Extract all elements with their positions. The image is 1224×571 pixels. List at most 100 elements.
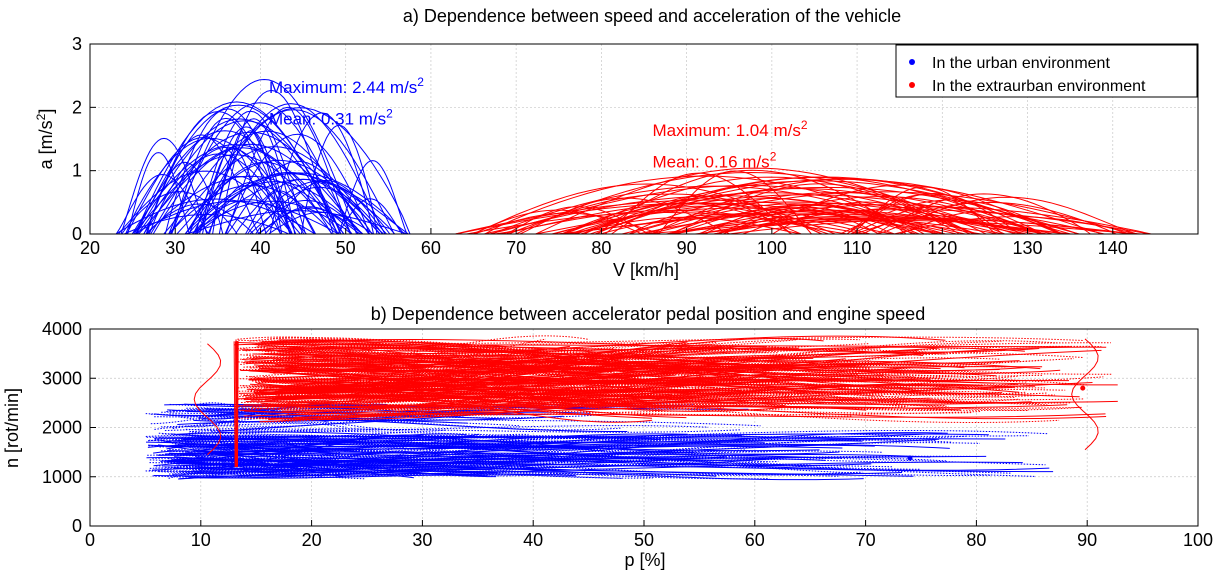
curve: [134, 200, 339, 235]
panel-a-y-label-sup: 2: [34, 113, 48, 120]
x-tick-label: 60: [421, 238, 441, 258]
trace: [249, 335, 590, 365]
trace: [184, 473, 577, 479]
x-tick-label: 100: [757, 238, 787, 258]
curve: [506, 206, 650, 235]
curve: [185, 210, 409, 235]
trace: [148, 429, 1048, 444]
trace: [165, 440, 558, 469]
x-tick-label: 140: [1098, 238, 1128, 258]
trace: [177, 444, 843, 449]
trace: [160, 456, 794, 463]
panel-b: b) Dependence between accelerator pedal …: [2, 304, 1213, 570]
y-tick-label: 3: [72, 34, 82, 54]
curve: [515, 171, 987, 235]
curve: [168, 146, 381, 235]
curve: [138, 143, 363, 235]
curve: [850, 206, 1023, 235]
trace: [166, 407, 283, 413]
trace: [255, 381, 962, 412]
trace: [309, 404, 1068, 409]
panel-a: a) Dependence between speed and accelera…: [34, 6, 1199, 280]
trace: [211, 405, 545, 432]
curve: [202, 126, 291, 235]
curve: [580, 178, 1103, 235]
trace: [254, 344, 924, 356]
curve: [170, 117, 282, 235]
trace: [281, 374, 1043, 387]
trace: [1071, 338, 1099, 451]
trace: [233, 341, 236, 467]
panel-b-y-label: n [rot/min]: [2, 388, 22, 468]
trace: [257, 393, 718, 398]
curve: [225, 133, 370, 235]
panel-a-y-label-main: a [m/s: [36, 120, 56, 169]
trace: [199, 402, 301, 421]
curve: [629, 191, 1130, 235]
max-curve: [535, 167, 975, 235]
trace: [189, 428, 742, 433]
legend-extraurban-marker: [909, 82, 915, 88]
legend-urban-label: In the urban environment: [932, 55, 1110, 72]
curve: [131, 154, 339, 235]
trace: [197, 457, 842, 467]
trace: [161, 433, 888, 453]
curve: [118, 170, 293, 235]
trace: [195, 472, 839, 477]
x-tick-label: 10: [191, 530, 211, 550]
trace: [262, 347, 605, 402]
trace: [150, 413, 761, 427]
trace: [238, 380, 828, 420]
trace: [285, 357, 558, 366]
annotation-label: Maximum: 2.44 m/s2: [269, 75, 424, 97]
trace: [283, 380, 704, 389]
curve: [169, 184, 333, 235]
trace: [238, 389, 826, 401]
curve: [723, 195, 1041, 235]
panel-b-x-label: p [%]: [624, 550, 665, 570]
curve: [115, 173, 209, 235]
trace: [265, 335, 946, 355]
trace: [250, 388, 700, 410]
curve: [192, 109, 395, 235]
curve: [191, 200, 352, 235]
trace: [256, 373, 768, 392]
y-tick-label: 1000: [42, 467, 82, 487]
trace: [240, 392, 1060, 423]
x-tick-label: 70: [506, 238, 526, 258]
annotation-label: Mean: 0.31 m/s2: [269, 106, 393, 128]
trace: [173, 434, 423, 470]
curve: [143, 134, 260, 235]
curve: [337, 198, 403, 235]
panel-a-axes-box: [89, 43, 1199, 235]
curve: [188, 107, 411, 235]
x-tick-label: 100: [1183, 530, 1213, 550]
curve: [199, 148, 267, 235]
trace: [309, 397, 1029, 412]
curve: [194, 171, 384, 235]
trace: [193, 449, 779, 464]
y-tick-label: 4000: [42, 319, 82, 339]
trace: [183, 465, 312, 474]
x-tick-label: 80: [966, 530, 986, 550]
legend-extraurban-label: In the extraurban environment: [932, 78, 1146, 95]
curve: [563, 176, 977, 235]
trace: [236, 341, 239, 467]
trace: [235, 341, 238, 467]
curve: [455, 202, 945, 235]
curve: [226, 160, 370, 235]
curve: [489, 184, 1003, 235]
x-tick-label: 60: [745, 530, 765, 550]
trace: [217, 416, 621, 431]
x-tick-label: 0: [85, 530, 95, 550]
trace: [154, 433, 989, 440]
curve: [207, 182, 293, 235]
trace: [267, 365, 997, 377]
curve: [667, 212, 829, 235]
y-tick-label: 2: [72, 97, 82, 117]
legend-box: [895, 44, 1198, 98]
trace: [263, 364, 901, 369]
y-tick-label: 3000: [42, 368, 82, 388]
curve: [120, 137, 208, 235]
trace: [256, 384, 1001, 411]
